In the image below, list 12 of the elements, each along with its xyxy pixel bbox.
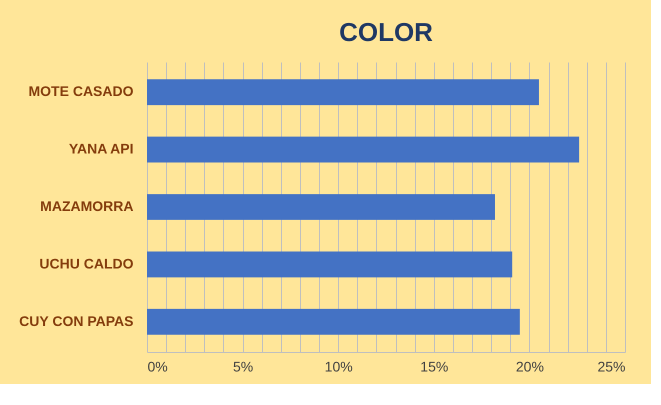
- x-tick-label: 25%: [597, 358, 626, 374]
- y-tick-label: UCHU CALDO: [39, 255, 134, 272]
- y-tick-label: MOTE CASADO: [28, 83, 134, 100]
- x-tick-label: 5%: [232, 358, 254, 374]
- x-tick-label: 15%: [420, 358, 448, 374]
- y-tick-label: MAZAMORRA: [40, 198, 134, 214]
- chart-title: COLOR: [339, 17, 434, 47]
- x-tick-label: 10%: [324, 358, 353, 374]
- y-tick-label: YANA API: [68, 140, 134, 157]
- y-tick-label: CUY CON PAPAS: [19, 312, 134, 329]
- x-tick-label: 0%: [148, 358, 168, 374]
- x-tick-label: 20%: [516, 358, 544, 374]
